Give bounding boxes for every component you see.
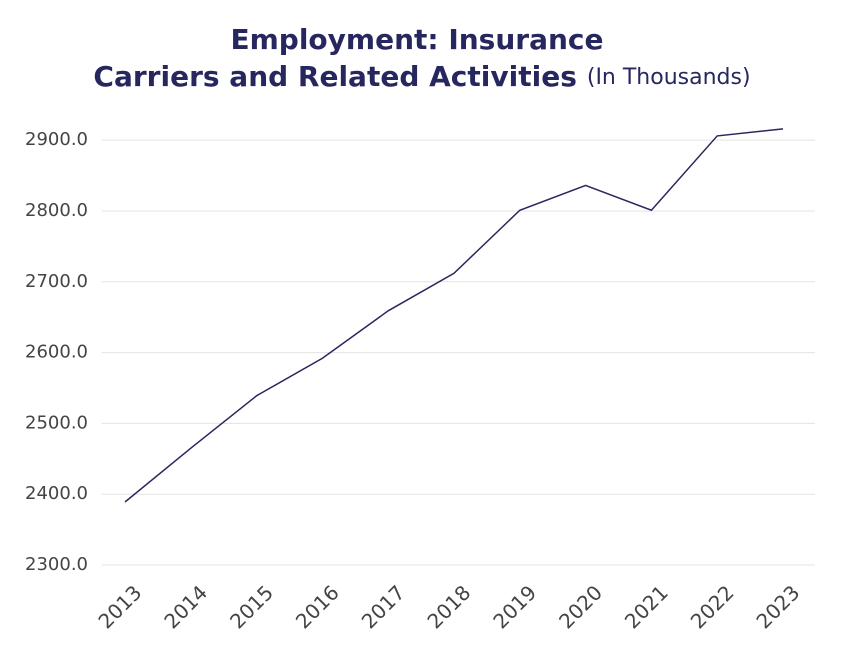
y-tick-label: 2700.0 <box>25 271 88 292</box>
y-tick-label: 2400.0 <box>25 483 88 504</box>
x-tick-label: 2022 <box>686 580 739 633</box>
x-tick-label: 2017 <box>357 580 410 633</box>
y-tick-label: 2800.0 <box>25 200 88 221</box>
y-tick-label: 2600.0 <box>25 342 88 363</box>
x-tick-label: 2019 <box>488 580 541 633</box>
x-tick-label: 2018 <box>422 580 475 633</box>
x-tick-label: 2014 <box>159 580 212 633</box>
x-tick-label: 2020 <box>554 580 607 633</box>
x-tick-label: 2023 <box>751 580 804 633</box>
chart-title: Employment: Insurance <box>230 23 603 56</box>
y-tick-label: 2500.0 <box>25 412 88 433</box>
x-tick-label: 2021 <box>620 580 673 633</box>
data-line <box>124 128 784 503</box>
x-tick-label: 2013 <box>93 580 146 633</box>
chart-title: Carriers and Related Activities <box>93 60 576 93</box>
x-tick-label: 2015 <box>225 580 278 633</box>
x-tick-label: 2016 <box>291 580 344 633</box>
chart-subtitle: (In Thousands) <box>587 65 751 90</box>
y-tick-label: 2900.0 <box>25 129 88 150</box>
chart-title-line: Carriers and Related Activities (In Thous… <box>93 60 750 93</box>
y-tick-label: 2300.0 <box>25 554 88 575</box>
